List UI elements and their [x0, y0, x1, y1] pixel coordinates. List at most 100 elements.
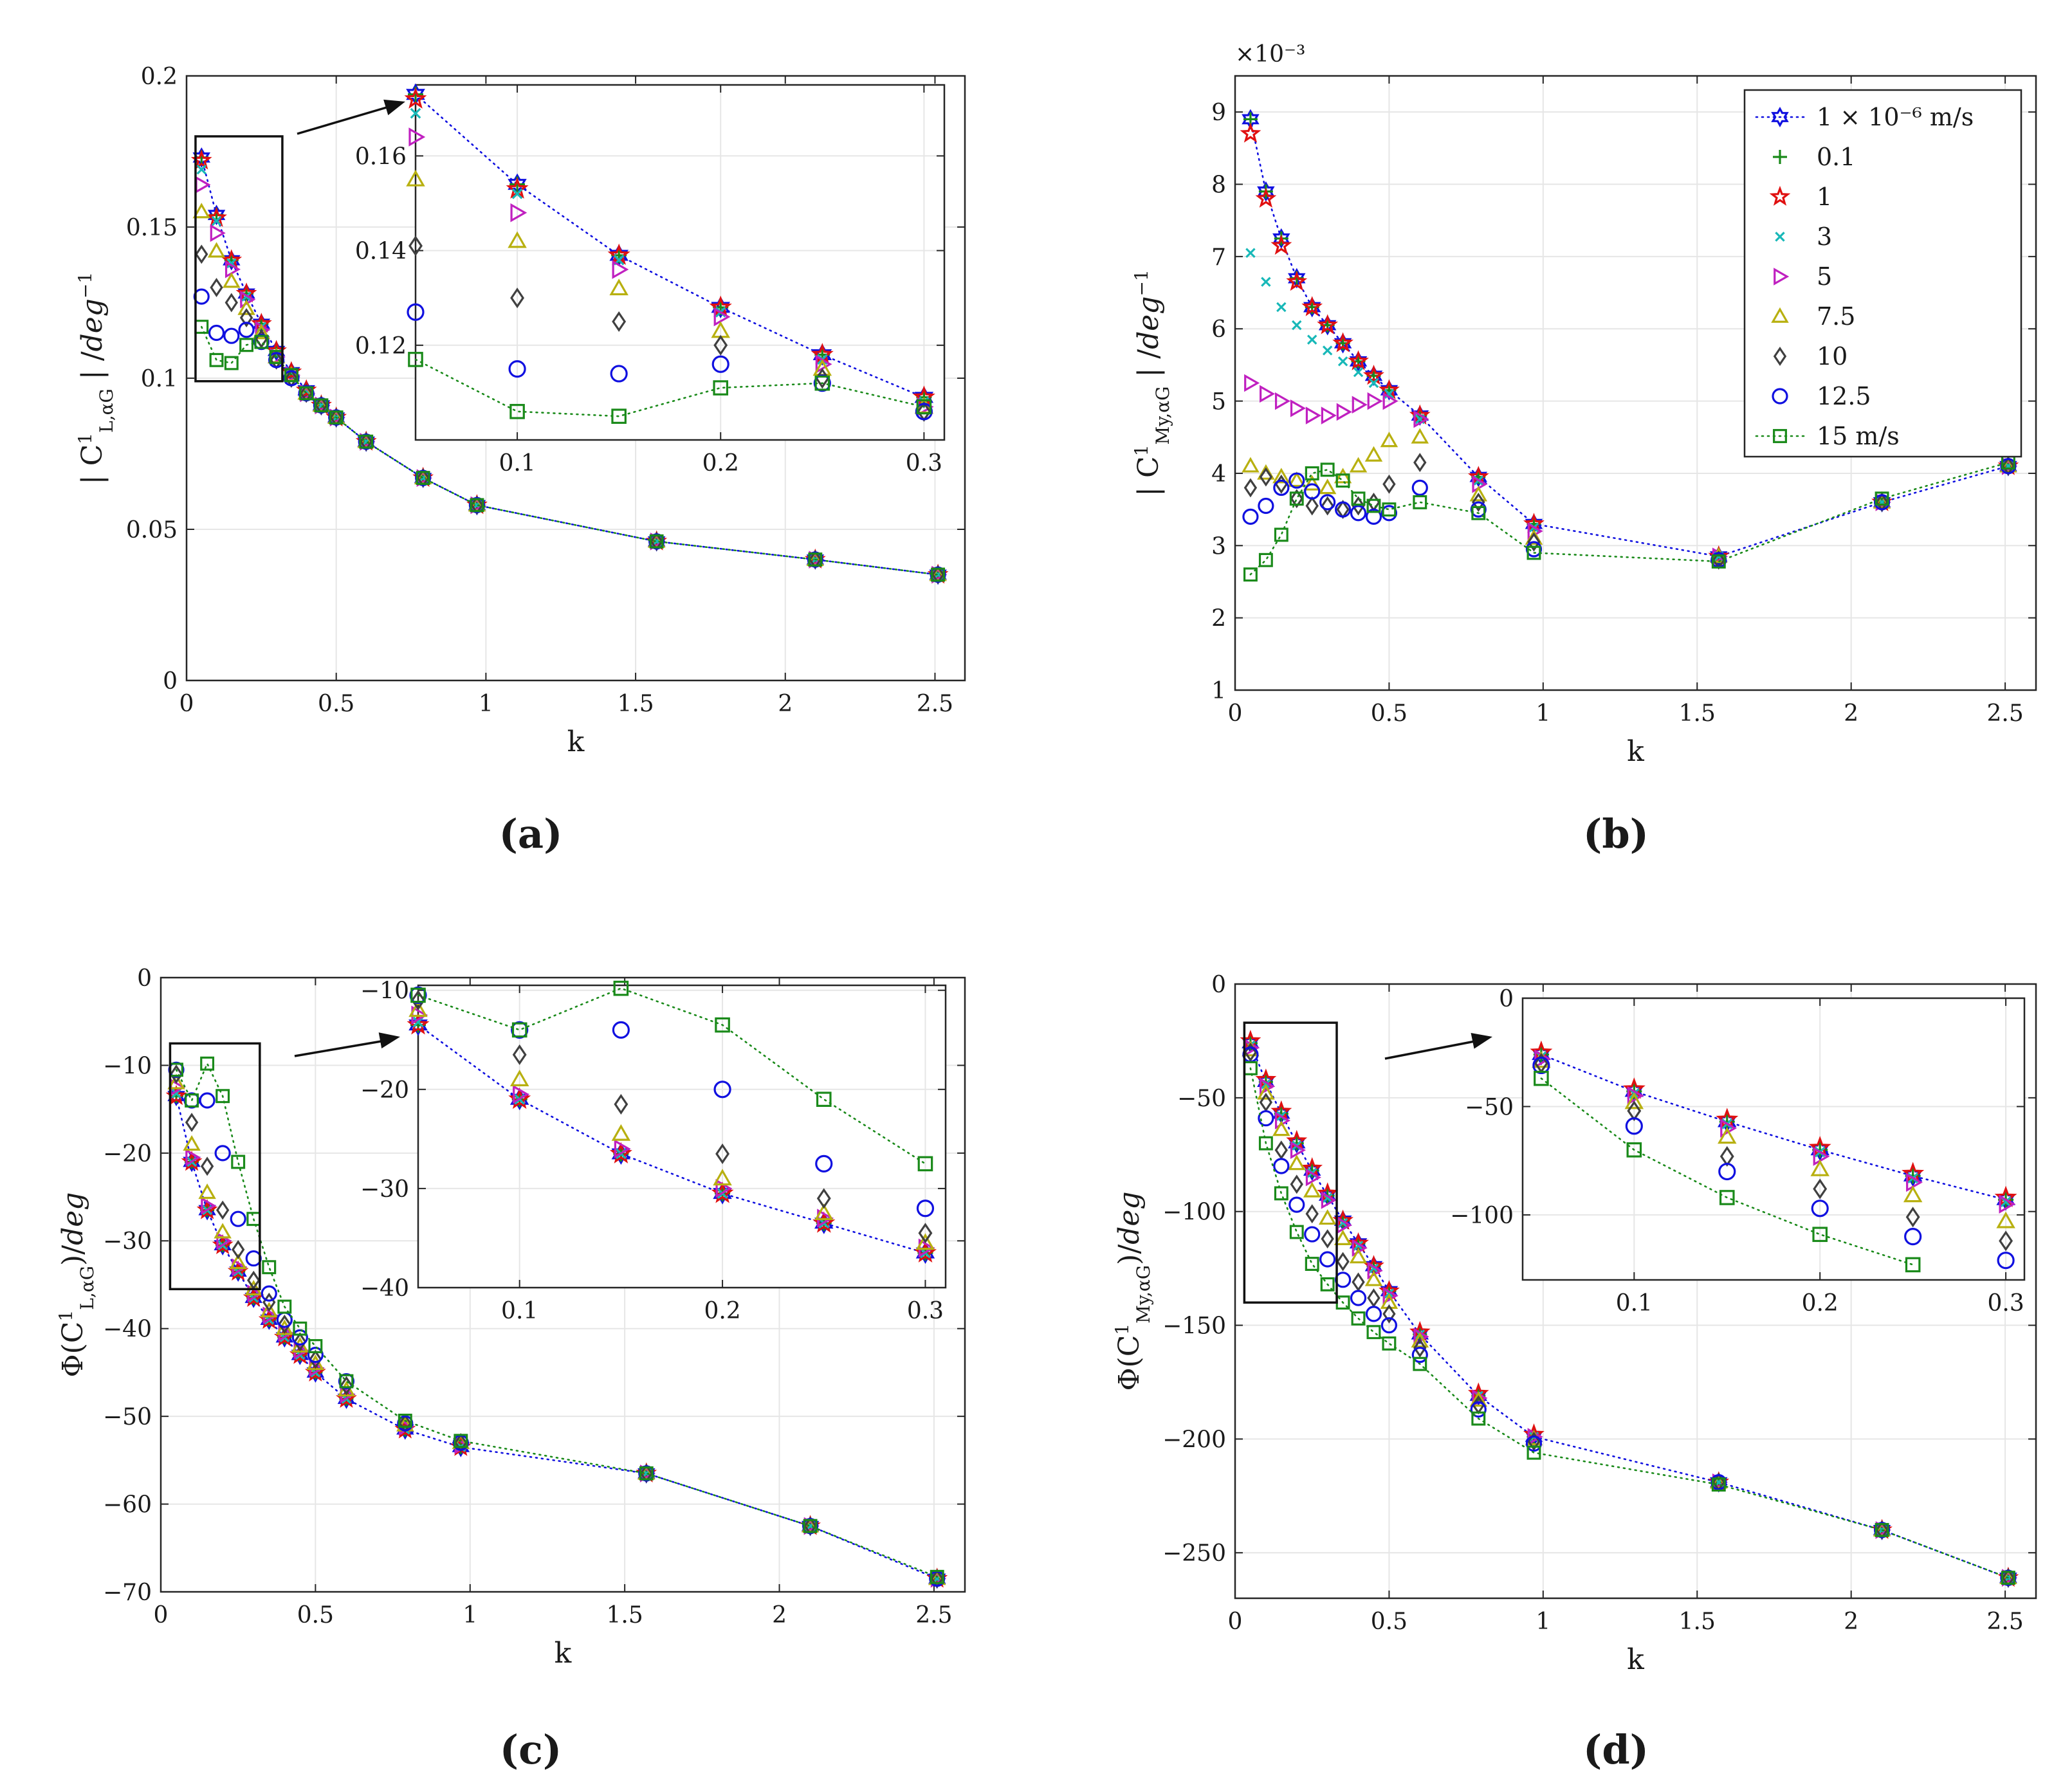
panel-a-point-12.5	[313, 397, 330, 414]
panel-b-point-1e-6	[1380, 379, 1398, 401]
panel-a-point-10	[239, 308, 253, 327]
panel-b-point-15	[1320, 462, 1335, 477]
panel-b-point-7.5	[1257, 464, 1275, 480]
panel-d-point-12.5	[1525, 1435, 1543, 1452]
panel-c-point-7.5	[198, 1183, 216, 1200]
panel-d-label: (d)	[1583, 1726, 1649, 1773]
panel-c: 0 0.5 1 1.5 2 2.50−10−20−30−40−50−60−70kΦ(C1L…	[55, 965, 966, 1670]
legend-box	[1743, 89, 2022, 458]
panel-c-point-15	[398, 1414, 412, 1428]
panel-b-point-1e-6	[1349, 351, 1368, 372]
panel-d-ylabel-part: deg	[1113, 1191, 1146, 1244]
panel-b-point-15	[1258, 552, 1273, 567]
panel-d-inset-point-12.5	[1997, 1252, 2015, 1270]
panel-b-point-1	[1317, 314, 1339, 334]
panel-b-label: (b)	[1583, 810, 1649, 857]
panel-c-inset-xtick-label: 0.3	[907, 1298, 944, 1324]
panel-a-ylabel-part: L,αG	[96, 388, 117, 433]
panel-b-ytick-label: 3	[1211, 533, 1226, 560]
panel-c-point-10	[340, 1376, 353, 1396]
panel-d-point-5	[1321, 1191, 1337, 1209]
panel-c-inset-series-line-1e-6	[417, 1024, 926, 1254]
panel-b-xtick-label: 2	[1844, 700, 1858, 727]
panel-c-point-10	[293, 1332, 307, 1352]
panel-c-point-15	[308, 1339, 323, 1353]
panel-c-inset-point-15	[917, 1156, 933, 1172]
panel-b-ytick-label: 1	[1211, 678, 1226, 704]
panel-a-inset-point-12.5	[711, 355, 729, 373]
panel-d-point-12.5	[1365, 1306, 1382, 1322]
panel-b-point-15	[1351, 491, 1366, 506]
panel-b-point-10	[1243, 478, 1258, 498]
panel-b-point-15	[1366, 498, 1381, 513]
panel-b-point-15	[1875, 491, 1889, 506]
panel-a-inset-plot-area	[416, 85, 944, 440]
panel-b-ylabel-part: | /	[1132, 349, 1165, 387]
panel-a-inset-ytick-label: 0.12	[355, 333, 407, 360]
panel-b-ylabel: | C1My,αG | /deg−1	[1131, 269, 1173, 497]
panel-c-series-line-15	[175, 1061, 938, 1578]
panel-b-point-5	[1290, 399, 1306, 417]
panel-d-inset-point-7.5	[1996, 1211, 2015, 1228]
panel-a-inset-point-15	[916, 399, 932, 415]
panel-b-point-1	[1301, 296, 1323, 316]
panel-d-point-15	[1320, 1277, 1335, 1291]
panel-b-point-5	[1413, 410, 1429, 428]
panel-a-point-15	[284, 368, 298, 383]
panel-c-inset-ytick-label: −40	[360, 1275, 409, 1302]
panel-b-point-12.5	[1525, 541, 1543, 558]
panel-c-zoom-rect	[169, 1042, 261, 1291]
panel-a-ylabel-part: 1	[75, 433, 96, 444]
panel-a-inset-point-5	[510, 203, 527, 223]
panel-d-xtick-label: 2	[1844, 1609, 1858, 1635]
panel-d-point-15	[1711, 1477, 1726, 1492]
panel-c-point-7.5	[229, 1254, 247, 1270]
panel-b-point-5	[1274, 392, 1291, 410]
panel-d-point-12.5	[1873, 1522, 1891, 1538]
panel-a-point-12.5	[358, 433, 374, 450]
panel-a-point-15	[224, 356, 239, 370]
panel-a-point-12.5	[930, 566, 946, 583]
panel-b-series-line-15	[1249, 461, 2010, 576]
panel-b-point-12.5	[1470, 501, 1487, 518]
legend-label-8: 15 m/s	[1817, 422, 1900, 450]
panel-d-point-12.5	[1350, 1290, 1367, 1306]
panel-a-inset-point-1e-6	[812, 343, 832, 366]
panel-d-inset-point-7.5	[1810, 1159, 1829, 1176]
panel-a-ylabel-part: | /	[76, 351, 109, 388]
panel-b-ytick-label: 5	[1211, 389, 1226, 415]
legend-marker-8	[1773, 429, 1787, 443]
panel-b-ylabel-part: 1	[1131, 444, 1152, 456]
panel-c-point-10	[169, 1064, 183, 1084]
panel-a-inset-ytick-label: 0.14	[355, 239, 407, 265]
panel-d-inset-xtick-label: 0.3	[1987, 1290, 2024, 1317]
panel-d-inset-point-10	[1999, 1230, 2013, 1252]
panel-a-zoom-arrow	[297, 103, 398, 135]
panel-d-ylabel-part: My,αG	[1133, 1265, 1154, 1324]
legend-marker-3	[1775, 232, 1785, 242]
legend-label-3: 3	[1817, 223, 1832, 251]
panel-a-point-15	[808, 552, 823, 567]
panel-b-point-12.5	[1380, 505, 1398, 522]
panel-d-xlabel: k	[1627, 1643, 1644, 1676]
panel-c-point-5	[185, 1148, 201, 1167]
panel-d-point-15	[1413, 1356, 1427, 1371]
panel-c-inset-ytick-label: −20	[360, 1077, 409, 1104]
panel-b-point-7.5	[1242, 457, 1260, 473]
panel-b-point-12.5	[1873, 494, 1891, 511]
panel-d-xtick-label: 0.5	[1371, 1609, 1407, 1635]
panel-c-point-10	[309, 1349, 322, 1369]
legend-label-1: 0.1	[1817, 143, 1855, 171]
panel-d-zoom-arrow	[1384, 1038, 1485, 1060]
panel-d-zoom-rect	[1243, 1021, 1338, 1304]
panel-c-inset-point-12.5	[815, 1154, 833, 1172]
panel-c-xtick-label: 2.5	[915, 1602, 952, 1628]
panel-c-ytick-label: −70	[103, 1580, 152, 1606]
legend-label-2: 1	[1817, 183, 1832, 211]
panel-a-point-5	[210, 224, 226, 242]
panel-b-point-10	[1321, 496, 1334, 516]
panel-c-inset-point-15	[613, 980, 629, 996]
panel-a-point-12.5	[648, 533, 665, 550]
panel-b-point-7.5	[1525, 529, 1543, 545]
panel-b-point-1	[1255, 187, 1277, 208]
